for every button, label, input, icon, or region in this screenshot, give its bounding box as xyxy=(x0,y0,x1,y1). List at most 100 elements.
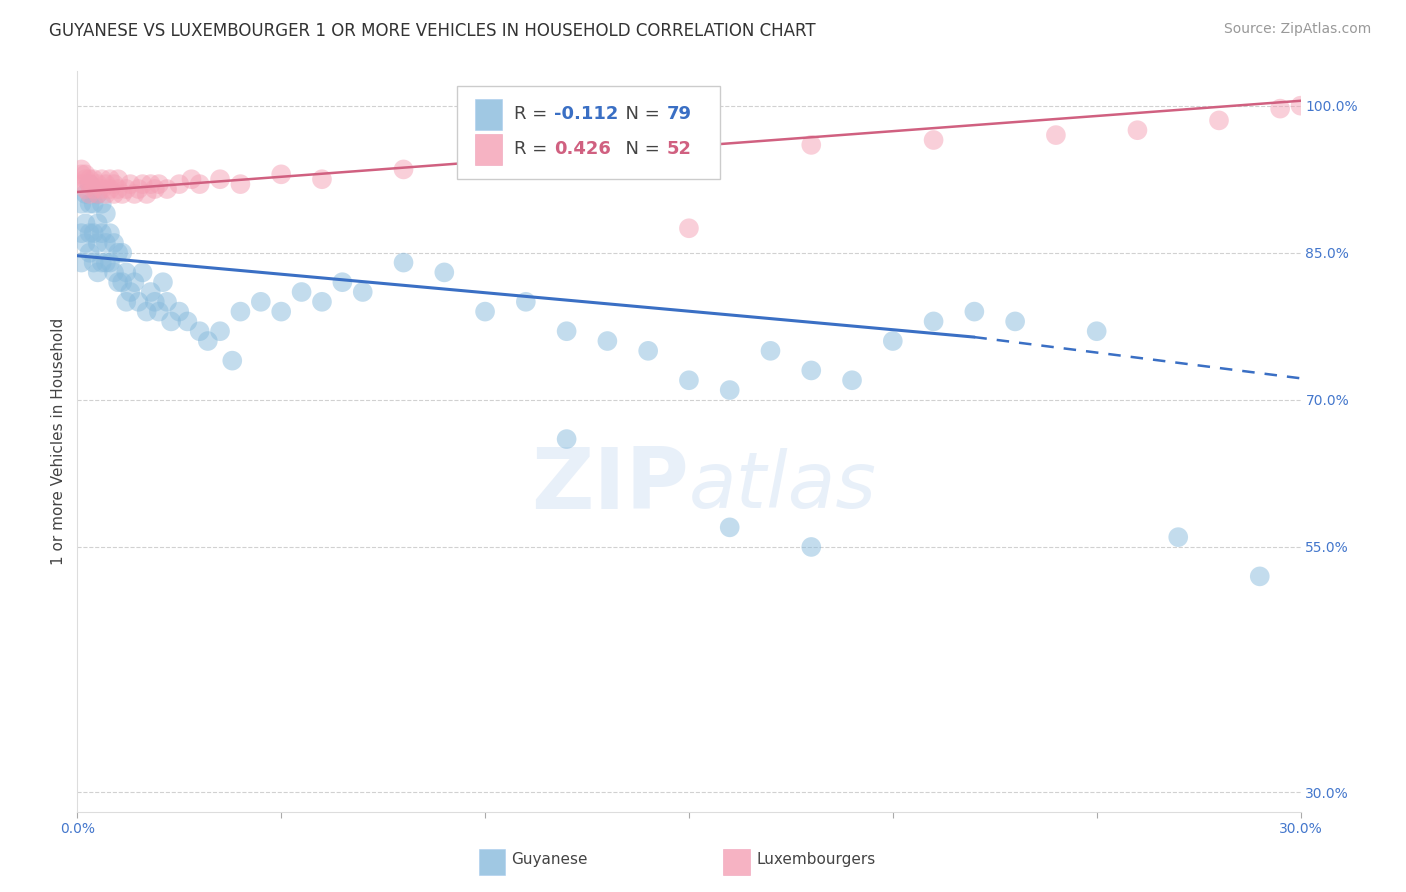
Point xyxy=(188,324,211,338)
Point xyxy=(678,221,700,235)
Point xyxy=(332,275,354,289)
Point xyxy=(229,177,252,191)
Point xyxy=(1167,530,1189,544)
Point xyxy=(90,182,112,196)
Point xyxy=(103,177,125,191)
Point xyxy=(1085,324,1108,338)
Point xyxy=(79,186,101,201)
Text: 0.426: 0.426 xyxy=(554,140,612,158)
Point xyxy=(678,373,700,387)
Point xyxy=(75,167,97,181)
Point xyxy=(107,172,129,186)
Point xyxy=(596,334,619,348)
Point xyxy=(79,226,101,240)
Point xyxy=(135,304,157,318)
Point xyxy=(208,172,231,186)
FancyBboxPatch shape xyxy=(475,134,502,165)
Point xyxy=(176,314,198,328)
Point xyxy=(352,285,374,299)
Point xyxy=(103,265,125,279)
Point xyxy=(148,304,170,318)
Point xyxy=(1249,569,1271,583)
Point xyxy=(800,363,823,377)
Point xyxy=(107,245,129,260)
Point xyxy=(474,304,496,318)
Point xyxy=(103,186,125,201)
Point xyxy=(131,177,153,191)
Point xyxy=(180,172,202,186)
Point xyxy=(83,172,105,186)
Point xyxy=(70,196,93,211)
Point xyxy=(75,182,97,196)
Point xyxy=(87,177,110,191)
Text: Guyanese: Guyanese xyxy=(512,853,588,867)
Text: GUYANESE VS LUXEMBOURGER 1 OR MORE VEHICLES IN HOUSEHOLD CORRELATION CHART: GUYANESE VS LUXEMBOURGER 1 OR MORE VEHIC… xyxy=(49,22,815,40)
Point xyxy=(98,255,121,269)
Point xyxy=(94,186,117,201)
Point xyxy=(169,177,191,191)
Point xyxy=(270,304,292,318)
Point xyxy=(75,186,97,201)
Point xyxy=(79,177,101,191)
Point xyxy=(311,172,333,186)
Point xyxy=(98,172,121,186)
Point xyxy=(143,294,166,309)
Point xyxy=(135,186,157,201)
Text: R =: R = xyxy=(515,105,553,123)
Point xyxy=(290,285,312,299)
Point xyxy=(87,186,110,201)
Point xyxy=(70,162,93,177)
Point xyxy=(111,275,134,289)
Point xyxy=(800,137,823,152)
Point xyxy=(90,255,112,269)
Point xyxy=(103,235,125,250)
Point xyxy=(156,182,179,196)
Point xyxy=(83,196,105,211)
Point xyxy=(555,432,578,446)
Point xyxy=(124,186,146,201)
Point xyxy=(221,353,243,368)
Point xyxy=(841,373,863,387)
Point xyxy=(922,133,945,147)
FancyBboxPatch shape xyxy=(723,849,751,875)
Point xyxy=(124,275,146,289)
Text: 79: 79 xyxy=(666,105,692,123)
Point xyxy=(79,196,101,211)
Point xyxy=(115,182,138,196)
Point xyxy=(637,343,659,358)
Point xyxy=(94,235,117,250)
Point xyxy=(148,177,170,191)
Text: Source: ZipAtlas.com: Source: ZipAtlas.com xyxy=(1223,22,1371,37)
Point xyxy=(143,182,166,196)
Point xyxy=(83,226,105,240)
Text: R =: R = xyxy=(515,140,553,158)
Point xyxy=(94,255,117,269)
Point xyxy=(75,172,97,186)
Point xyxy=(83,182,105,196)
Point xyxy=(1045,128,1067,142)
Text: 52: 52 xyxy=(666,140,692,158)
Text: N =: N = xyxy=(614,140,666,158)
Point xyxy=(87,216,110,230)
Point xyxy=(107,275,129,289)
Text: -0.112: -0.112 xyxy=(554,105,619,123)
Point xyxy=(169,304,191,318)
Point xyxy=(127,182,149,196)
Point xyxy=(90,196,112,211)
Point xyxy=(120,177,142,191)
Point xyxy=(79,245,101,260)
Point xyxy=(87,235,110,250)
Point xyxy=(250,294,273,309)
Point xyxy=(75,235,97,250)
Point xyxy=(127,294,149,309)
Point xyxy=(131,265,153,279)
Point xyxy=(555,324,578,338)
FancyBboxPatch shape xyxy=(478,849,506,875)
Point xyxy=(79,177,101,191)
Point xyxy=(111,186,134,201)
Point xyxy=(87,265,110,279)
Point xyxy=(107,182,129,196)
Y-axis label: 1 or more Vehicles in Household: 1 or more Vehicles in Household xyxy=(51,318,66,566)
Point xyxy=(718,520,741,534)
Point xyxy=(229,304,252,318)
